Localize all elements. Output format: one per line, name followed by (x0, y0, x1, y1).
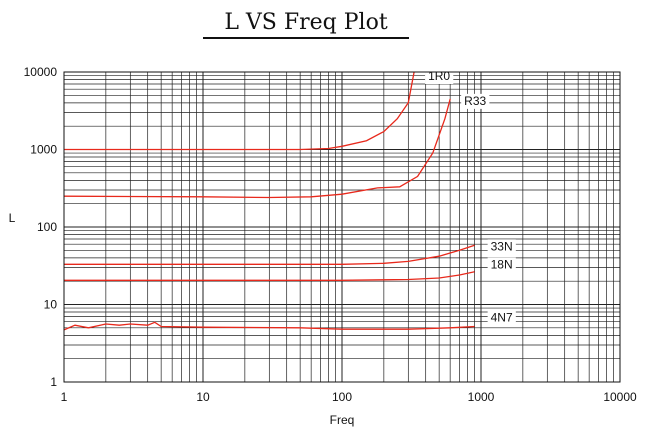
x-tick-label: 1 (61, 390, 68, 404)
x-tick-label: 10000 (603, 390, 637, 404)
series-label-r33: R33 (464, 94, 486, 108)
series-line-4n7 (63, 321, 475, 331)
series-line-r33 (63, 98, 451, 199)
y-tick-label: 10 (44, 298, 58, 312)
y-axis-label: L (9, 211, 16, 225)
tick-labels: 1 10 100 1000 10000 1 10 100 1000 10000 (24, 65, 637, 404)
series-label-bg (487, 310, 516, 326)
series-label-bg (487, 257, 516, 273)
series-line-18n (64, 271, 475, 281)
series-label-18n: 18N (491, 258, 513, 272)
series-label-bg (487, 239, 516, 255)
series-label-33n: 33N (491, 239, 513, 253)
y-tick-label: 10000 (24, 65, 58, 79)
series-label-4n7: 4N7 (491, 311, 513, 325)
plot-frame (63, 71, 621, 383)
y-tick-label: 1000 (30, 143, 57, 157)
series-labels: 1R0 R33 33N 18N 4N7 (425, 69, 516, 326)
series-label-1r0: 1R0 (428, 69, 450, 83)
series-line-1r0 (64, 71, 415, 151)
series-lines (63, 71, 475, 331)
y-tick-label: 1 (50, 375, 57, 389)
x-axis-label: Freq (330, 413, 355, 427)
x-tick-label: 1000 (468, 390, 495, 404)
series-line-33n (64, 244, 475, 265)
plot-grid (63, 71, 621, 383)
x-tick-label: 100 (332, 390, 352, 404)
series-label-bg (425, 69, 454, 84)
chart-title: L VS Freq Plot (224, 10, 388, 35)
series-label-bg (461, 93, 490, 109)
x-tick-label: 10 (196, 390, 210, 404)
y-tick-label: 100 (37, 220, 57, 234)
